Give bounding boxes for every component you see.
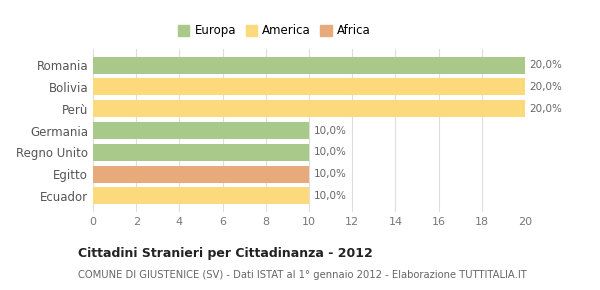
- Text: 10,0%: 10,0%: [313, 126, 346, 135]
- Legend: Europa, America, Africa: Europa, America, Africa: [173, 19, 376, 42]
- Text: 20,0%: 20,0%: [529, 104, 562, 114]
- Text: COMUNE DI GIUSTENICE (SV) - Dati ISTAT al 1° gennaio 2012 - Elaborazione TUTTITA: COMUNE DI GIUSTENICE (SV) - Dati ISTAT a…: [78, 270, 527, 280]
- Bar: [93, 122, 309, 139]
- Text: 10,0%: 10,0%: [313, 169, 346, 179]
- Text: Cittadini Stranieri per Cittadinanza - 2012: Cittadini Stranieri per Cittadinanza - 2…: [78, 247, 373, 260]
- Text: 20,0%: 20,0%: [529, 60, 562, 70]
- Text: 20,0%: 20,0%: [529, 82, 562, 92]
- Bar: [93, 57, 525, 74]
- Bar: [93, 166, 309, 182]
- Bar: [93, 79, 525, 95]
- Bar: [93, 187, 309, 204]
- Bar: [93, 100, 525, 117]
- Text: 10,0%: 10,0%: [313, 147, 346, 157]
- Text: 10,0%: 10,0%: [313, 191, 346, 201]
- Bar: [93, 144, 309, 161]
